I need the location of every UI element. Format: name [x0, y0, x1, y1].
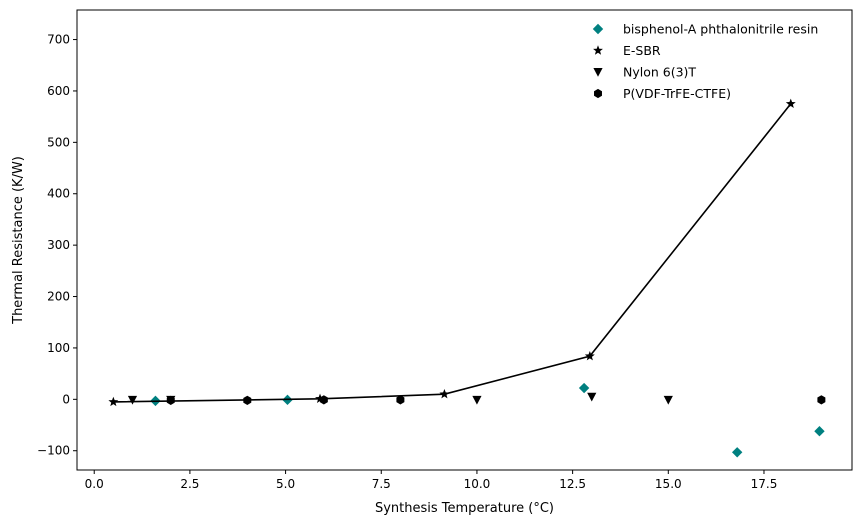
data-point	[584, 350, 595, 361]
legend-item: bisphenol-A phthalonitrile resin	[592, 22, 818, 37]
x-axis-label: Synthesis Temperature (°C)	[375, 501, 554, 516]
x-tick-label: 17.5	[751, 477, 778, 491]
y-tick-label: 100	[47, 341, 70, 355]
data-point	[472, 395, 482, 405]
data-point	[396, 395, 405, 405]
y-tick-label: 200	[47, 290, 70, 304]
legend-label: Nylon 6(3)T	[623, 65, 696, 80]
x-tick-label: 0.0	[85, 477, 104, 491]
y-tick-label: 700	[47, 33, 70, 47]
y-tick-label: 300	[47, 238, 70, 252]
y-axis-ticks: −100 0 100 200 300 400 500 600 700	[37, 33, 77, 458]
data-point	[439, 388, 450, 399]
plot-frame	[76, 9, 853, 471]
data-point	[578, 382, 590, 394]
legend: bisphenol-A phthalonitrile resin E-SBR Nyl…	[592, 22, 818, 101]
data-point	[108, 396, 119, 407]
y-tick-label: −100	[37, 444, 70, 458]
data-point	[814, 425, 825, 437]
series-e-sbr	[108, 98, 796, 407]
data-point	[731, 447, 743, 458]
series-line	[113, 103, 792, 403]
y-tick-label: 400	[47, 187, 70, 201]
data-point	[587, 392, 597, 402]
x-axis-ticks: 0.0 2.5 5.0 7.5 10.0 12.5 15.0 17.5	[85, 470, 778, 491]
data-point	[319, 395, 328, 405]
x-tick-label: 7.5	[372, 477, 391, 491]
legend-marker	[594, 88, 602, 99]
y-tick-label: 600	[47, 84, 70, 98]
legend-marker	[593, 68, 603, 77]
data-point	[785, 98, 796, 109]
x-tick-label: 10.0	[464, 477, 491, 491]
y-tick-label: 0	[62, 392, 70, 406]
legend-marker	[592, 23, 604, 35]
series-layer	[108, 98, 826, 458]
data-point	[817, 395, 826, 405]
legend-item: E-SBR	[593, 43, 661, 58]
x-tick-label: 5.0	[276, 477, 295, 491]
y-tick-label: 500	[47, 135, 70, 149]
series-p-vdf-trfe-ctfe	[166, 395, 826, 405]
data-point	[127, 395, 138, 405]
legend-marker	[593, 45, 603, 55]
y-axis-label: Thermal Resistance (K/W)	[11, 156, 26, 325]
x-tick-label: 2.5	[180, 477, 199, 491]
x-tick-label: 12.5	[559, 477, 586, 491]
series-bisphenol-a-phthalonitrile-resin	[150, 382, 825, 458]
x-tick-label: 15.0	[655, 477, 682, 491]
legend-label: E-SBR	[623, 43, 661, 58]
data-point	[663, 395, 673, 405]
data-point	[166, 395, 175, 405]
legend-item: P(VDF-TrFE-CTFE)	[594, 86, 731, 101]
data-point	[243, 395, 252, 405]
legend-label: bisphenol-A phthalonitrile resin	[623, 22, 818, 37]
legend-label: P(VDF-TrFE-CTFE)	[623, 86, 731, 101]
legend-item: Nylon 6(3)T	[593, 65, 696, 80]
